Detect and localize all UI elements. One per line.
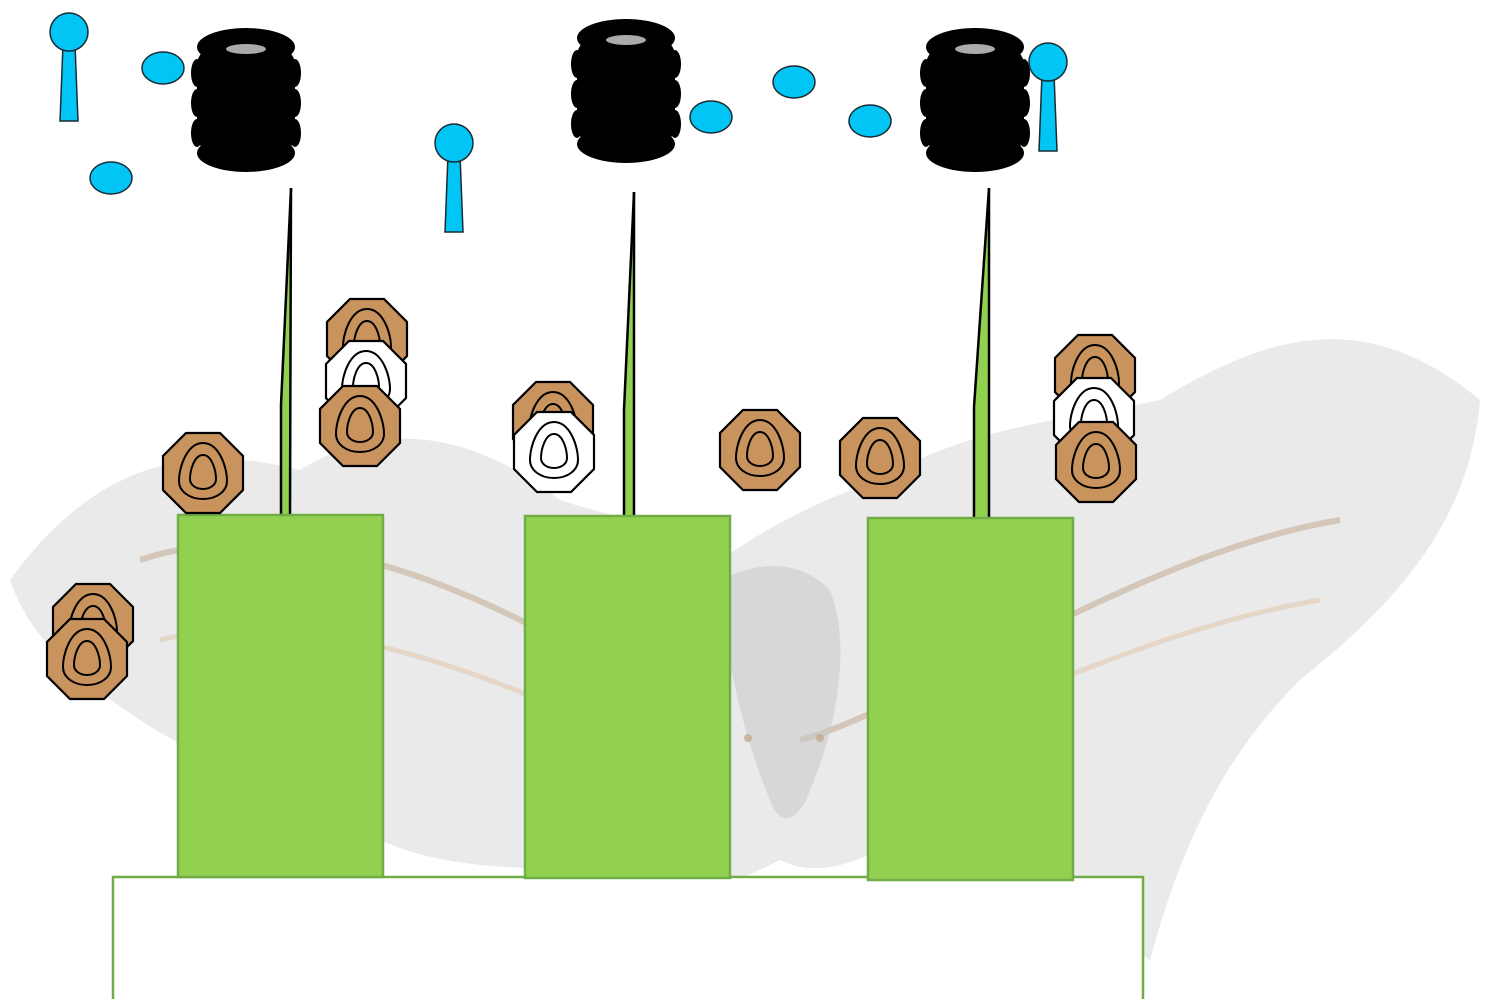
paper-target-icon <box>718 408 802 492</box>
popper-target-icon <box>49 12 89 122</box>
shooting-box-3 <box>866 516 1075 882</box>
wall-1 <box>279 187 293 516</box>
wall-2 <box>622 191 636 517</box>
steel-plate-icon <box>89 161 133 195</box>
steel-plate-icon <box>141 51 185 85</box>
paper-target-icon <box>318 384 402 468</box>
steel-plate-icon <box>772 65 816 99</box>
shooting-box-1 <box>176 513 385 879</box>
popper-target-icon <box>434 123 474 233</box>
barrel-icon <box>191 28 301 172</box>
barrel-icon <box>920 28 1030 172</box>
wall-3 <box>972 187 991 519</box>
steel-plate-icon <box>848 104 892 138</box>
popper-target-icon <box>1028 42 1068 152</box>
paper-target-icon <box>161 431 245 515</box>
fault-line-area <box>111 875 1145 999</box>
barrel-icon <box>571 19 681 163</box>
paper-target-icon <box>1054 420 1138 504</box>
steel-plate-icon <box>689 100 733 134</box>
paper-target-icon <box>45 617 129 701</box>
no-shoot-target-icon <box>512 410 596 494</box>
paper-target-icon <box>838 416 922 500</box>
shooting-box-2 <box>523 514 732 880</box>
